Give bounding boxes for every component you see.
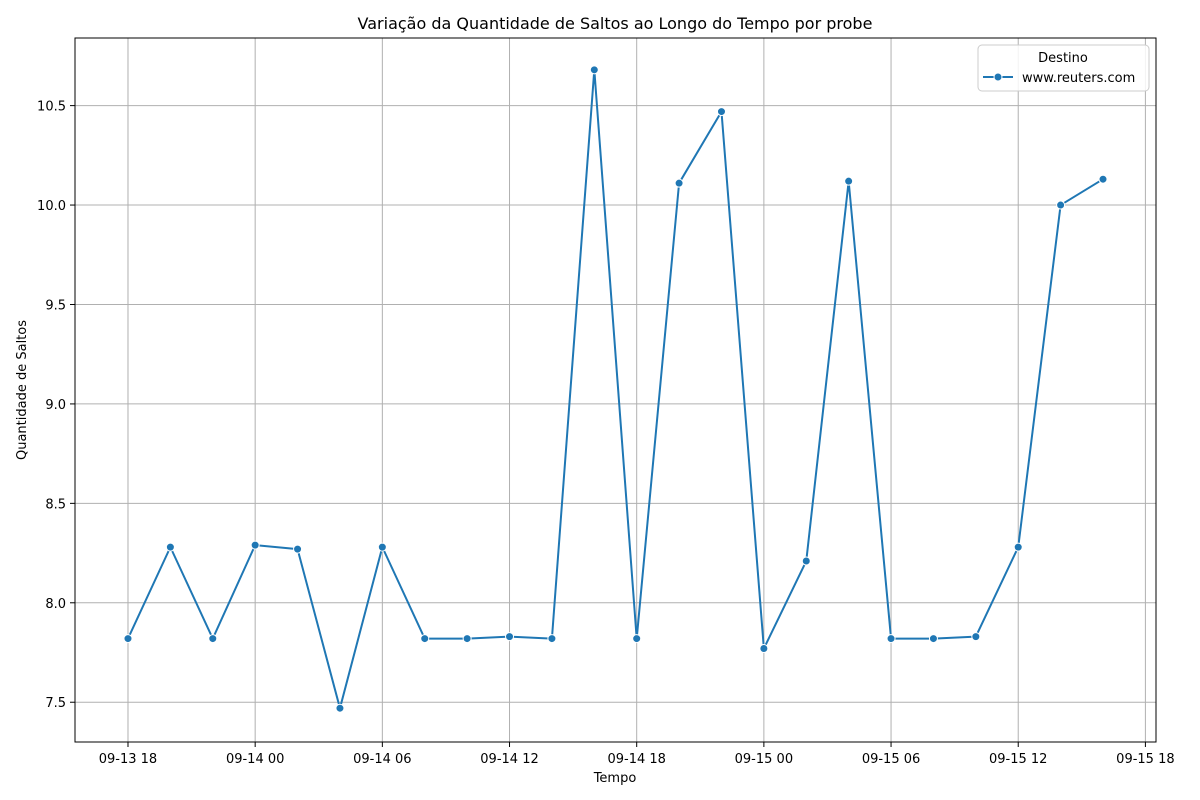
legend-entry-label: www.reuters.com [1022,71,1135,86]
chart-title: Variação da Quantidade de Saltos ao Long… [358,14,873,33]
data-point [335,703,345,713]
data-point [123,634,133,644]
legend-marker-swatch [993,72,1003,82]
x-tick-label: 09-14 06 [353,752,411,767]
data-point [293,544,303,554]
legend-frame [977,44,1150,92]
data-point [208,634,218,644]
data-point [632,634,642,644]
series-markers [123,65,1108,713]
series-lines [127,68,1104,710]
x-tick-label: 09-15 18 [1116,752,1174,767]
x-axis: 09-13 18 09-14 00 09-14 06 09-14 12 09-14 18… [99,742,1175,767]
y-tick-label: 8.0 [45,597,66,612]
data-point [377,542,387,552]
y-tick-label: 9.5 [45,298,66,313]
x-tick-label: 09-14 00 [226,752,284,767]
data-point [844,176,854,186]
y-axis-label: Quantidade de Saltos [15,320,30,460]
data-point [928,634,938,644]
y-tick-label: 9.0 [45,398,66,413]
data-point [589,65,599,75]
data-point [1098,174,1108,184]
data-point [420,634,430,644]
data-point [971,632,981,642]
x-tick-label: 09-13 18 [99,752,157,767]
legend-title: Destino [1038,51,1088,66]
y-tick-label: 10.5 [37,100,66,115]
data-point [462,634,472,644]
x-tick-label: 09-15 06 [862,752,920,767]
x-tick-label: 09-14 12 [480,752,538,767]
plot-area-frame [74,37,1157,743]
data-point [1056,200,1066,210]
x-axis-label: Tempo [593,771,637,786]
data-point [716,107,726,117]
y-tick-label: 8.5 [45,497,66,512]
y-tick-label: 10.0 [37,199,66,214]
y-tick-label: 7.5 [45,696,66,711]
legend: Destino www.reuters.com [977,44,1150,92]
y-axis: 7.5 8.0 8.5 9.0 9.5 10.0 10.5 [37,100,75,711]
data-point [505,632,515,642]
data-point [886,634,896,644]
x-tick-label: 09-15 00 [735,752,793,767]
series-line-www-reuters-com [127,68,1104,710]
data-point [547,634,557,644]
data-point [165,542,175,552]
x-tick-label: 09-14 18 [607,752,665,767]
data-point [801,556,811,566]
grid-lines [75,38,1156,742]
data-point [674,178,684,188]
data-point [1013,542,1023,552]
x-tick-label: 09-15 12 [989,752,1047,767]
data-point [759,644,769,654]
data-point [250,540,260,550]
